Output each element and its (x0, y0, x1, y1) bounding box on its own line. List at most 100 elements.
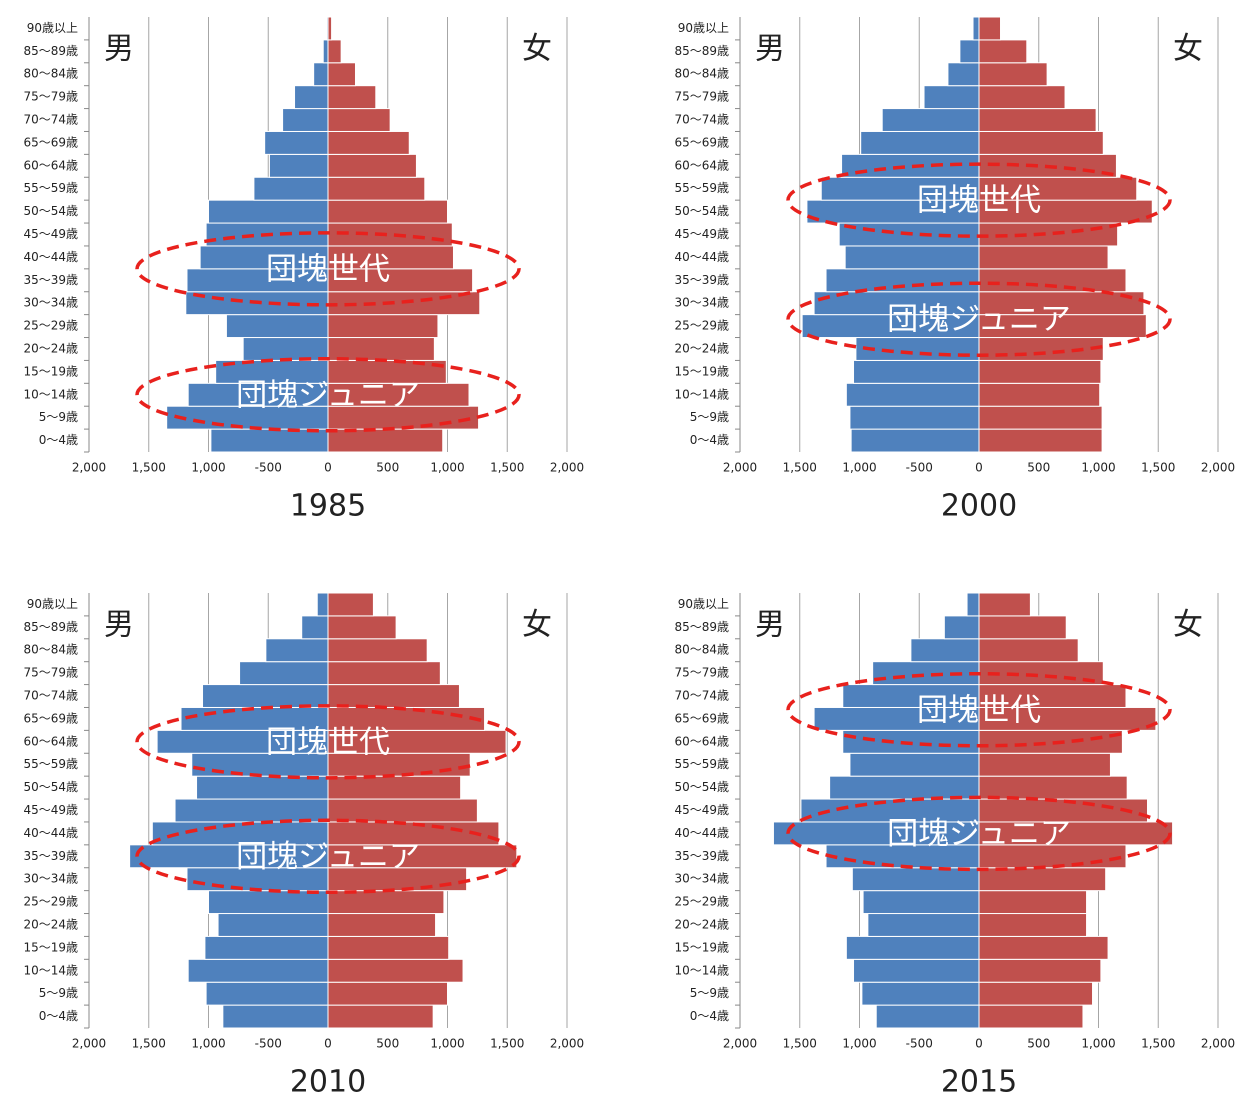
bar (196, 775, 329, 800)
bar (978, 337, 1104, 361)
x-tick-label: 1,500 (490, 461, 524, 475)
bar (845, 382, 980, 407)
bar (327, 85, 377, 110)
x-tick-label: 2,000 (72, 461, 106, 475)
x-tick-label: -500 (906, 461, 933, 475)
x-tick-label: 1,500 (783, 461, 817, 475)
highlight-ellipse (135, 818, 521, 895)
category-label: 85～89歳 (674, 620, 729, 634)
bar (327, 981, 448, 1006)
x-tick-label: 2,000 (1201, 1037, 1235, 1051)
bar (978, 615, 1067, 640)
x-tick-label: 1,500 (1141, 461, 1175, 475)
chart-title: 1985 (290, 489, 366, 524)
category-label: 35～39歳 (23, 273, 78, 287)
bar (208, 199, 329, 224)
x-tick-label: -500 (255, 1037, 282, 1051)
x-tick-label: 1,000 (842, 1037, 876, 1051)
category-label: 25～29歳 (23, 319, 78, 333)
pyramid-chart: 2,000 1,500 1,000 -500 0 500 1,000 1,500 2,000 0～… (674, 16, 1235, 524)
bar (205, 981, 329, 1006)
category-label: 20～24歳 (674, 917, 729, 931)
x-tick-label: 1,000 (430, 1037, 464, 1051)
annotation: 団塊世代 (917, 692, 1041, 728)
bar (875, 1004, 980, 1029)
bar (327, 798, 478, 823)
bar (851, 867, 980, 892)
bar (313, 62, 329, 87)
bar (327, 775, 462, 800)
bar (268, 153, 329, 178)
bar (959, 39, 980, 64)
bar (327, 890, 445, 915)
bar (327, 199, 448, 224)
series-label: 女 (522, 32, 552, 67)
category-label: 85～89歳 (23, 44, 78, 58)
category-label: 65～69歳 (674, 135, 729, 149)
bar (853, 958, 980, 983)
category-label: 60～64歳 (23, 734, 78, 748)
bar (910, 638, 980, 663)
category-label: 50～54歳 (23, 780, 78, 794)
chart-title: 2015 (941, 1065, 1017, 1098)
bar (978, 130, 1104, 155)
bar (222, 1004, 329, 1029)
bar (327, 935, 450, 960)
category-label: 0～4歳 (690, 1009, 729, 1023)
annotation: 団塊ジュニア (236, 839, 420, 875)
category-label: 70～74歳 (674, 113, 729, 127)
category-label: 70～74歳 (23, 113, 78, 127)
bar (978, 359, 1102, 384)
category-label: 45～49歳 (23, 803, 78, 817)
pyramid-chart: 2,000 1,500 1,000 -500 0 500 1,000 1,500 2,000 0～… (23, 592, 584, 1098)
bar (860, 130, 980, 155)
category-label: 90歳以上 (27, 597, 78, 611)
x-tick-label: 2,000 (550, 461, 584, 475)
bar (204, 935, 329, 960)
bar (301, 615, 329, 640)
category-label: 50～54歳 (674, 204, 729, 218)
category-label: 65～69歳 (23, 135, 78, 149)
bar (225, 314, 329, 339)
category-label: 70～74歳 (23, 689, 78, 703)
category-label: 0～4歳 (39, 1009, 78, 1023)
bar (881, 108, 980, 132)
category-label: 35～39歳 (674, 273, 729, 287)
x-tick-label: -500 (255, 461, 282, 475)
category-label: 40～44歳 (23, 826, 78, 840)
bar (253, 176, 329, 201)
bar (978, 638, 1079, 663)
x-tick-label: 1,500 (490, 1037, 524, 1051)
bar (327, 615, 397, 640)
bar (327, 684, 460, 708)
x-tick-label: 500 (1027, 1037, 1050, 1051)
category-label: 80～84歳 (674, 643, 729, 657)
bar (242, 337, 329, 361)
bar (265, 638, 329, 663)
category-label: 45～49歳 (674, 227, 729, 241)
bar (978, 958, 1102, 983)
highlight-ellipse (786, 795, 1172, 872)
x-tick-label: 500 (376, 1037, 399, 1051)
pyramid-chart: 2,000 1,500 1,000 -500 0 500 1,000 1,500 2,000 0～… (674, 592, 1235, 1098)
bar (861, 981, 980, 1006)
series-label: 女 (1173, 608, 1203, 643)
series-label: 男 (104, 608, 134, 643)
x-tick-label: 0 (324, 461, 332, 475)
bar (327, 314, 439, 339)
category-label: 10～14歳 (23, 963, 78, 977)
bar (825, 268, 980, 293)
series-label: 男 (104, 32, 134, 67)
x-tick-label: 1,000 (191, 461, 225, 475)
category-label: 85～89歳 (674, 44, 729, 58)
bar (210, 428, 329, 453)
bar (867, 913, 980, 937)
category-label: 65～69歳 (674, 711, 729, 725)
bar (978, 85, 1066, 110)
bar (327, 1004, 434, 1029)
annotation: 団塊ジュニア (236, 377, 420, 413)
category-label: 70～74歳 (674, 689, 729, 703)
category-label: 0～4歳 (690, 433, 729, 447)
category-label: 55～59歳 (674, 757, 729, 771)
category-label: 90歳以上 (678, 21, 729, 35)
